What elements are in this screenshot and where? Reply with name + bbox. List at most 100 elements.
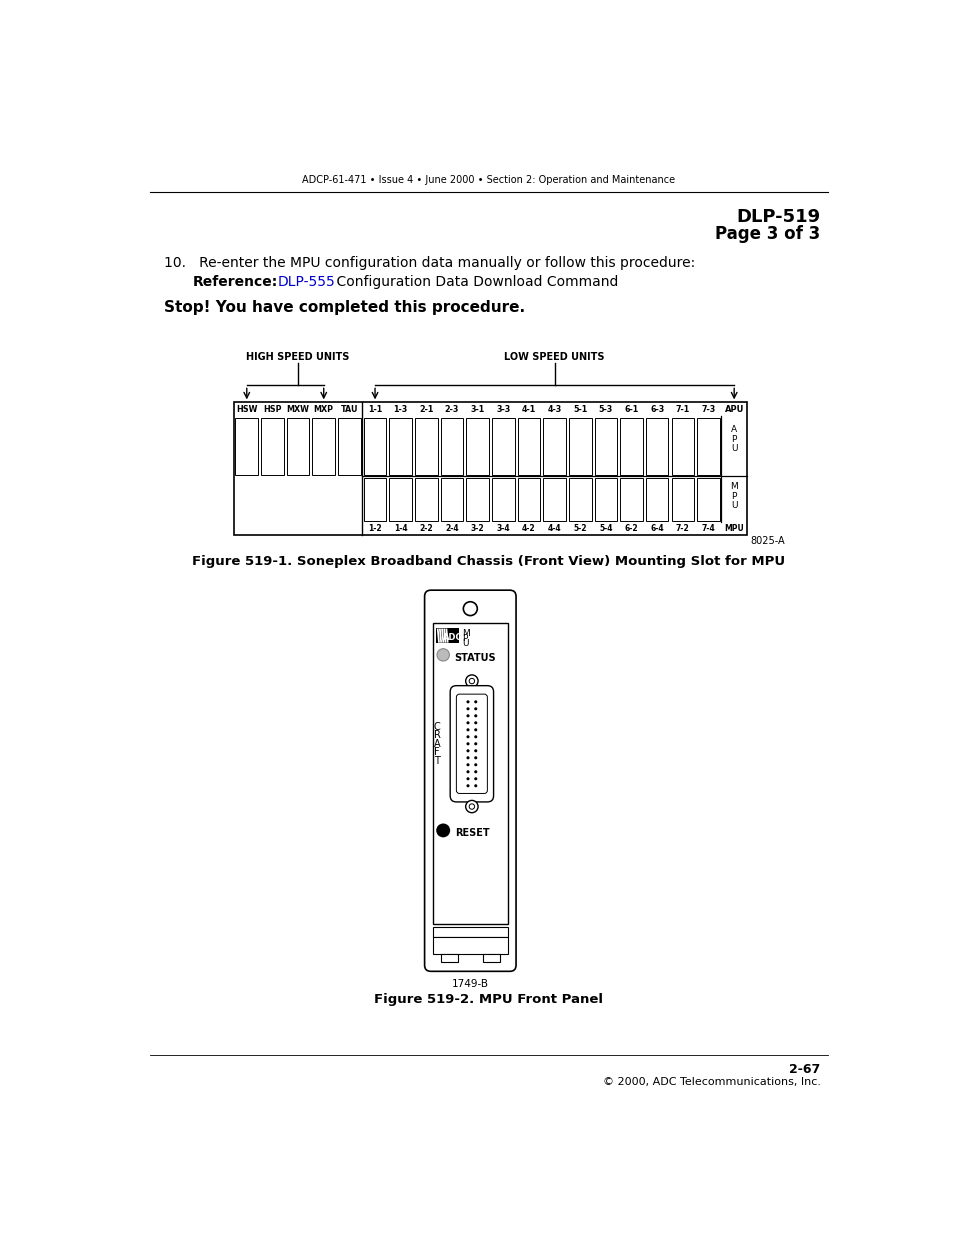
Circle shape xyxy=(466,750,469,752)
Circle shape xyxy=(465,800,477,813)
Text: 2-2: 2-2 xyxy=(419,524,433,534)
Text: A: A xyxy=(434,739,440,748)
Text: 5-1: 5-1 xyxy=(573,405,587,414)
Bar xyxy=(671,417,694,474)
FancyBboxPatch shape xyxy=(424,590,516,972)
Text: MXP: MXP xyxy=(314,405,334,414)
Text: 4-2: 4-2 xyxy=(521,524,536,534)
Circle shape xyxy=(474,721,476,725)
Circle shape xyxy=(474,750,476,752)
Text: 8025-A: 8025-A xyxy=(749,536,784,546)
Bar xyxy=(492,478,514,521)
Circle shape xyxy=(469,804,474,809)
Text: ADCP-61-471 • Issue 4 • June 2000 • Section 2: Operation and Maintenance: ADCP-61-471 • Issue 4 • June 2000 • Sect… xyxy=(302,175,675,185)
Circle shape xyxy=(469,678,474,684)
Text: STATUS: STATUS xyxy=(454,653,496,663)
Bar xyxy=(594,417,617,474)
Text: DLP-555: DLP-555 xyxy=(278,275,335,289)
Circle shape xyxy=(474,729,476,731)
Bar xyxy=(415,417,437,474)
Text: P: P xyxy=(731,492,736,500)
Text: 6-2: 6-2 xyxy=(624,524,638,534)
Circle shape xyxy=(474,742,476,746)
Text: RESET: RESET xyxy=(456,829,490,839)
Circle shape xyxy=(465,674,477,687)
Text: 1-1: 1-1 xyxy=(368,405,382,414)
Text: 2-4: 2-4 xyxy=(445,524,458,534)
Circle shape xyxy=(466,708,469,710)
Text: M: M xyxy=(461,629,469,637)
Bar xyxy=(337,417,360,474)
Bar xyxy=(433,927,507,936)
Text: HSP: HSP xyxy=(263,405,281,414)
Circle shape xyxy=(474,763,476,766)
Text: 3-1: 3-1 xyxy=(470,405,484,414)
FancyBboxPatch shape xyxy=(456,694,487,793)
Bar xyxy=(261,417,283,474)
Bar xyxy=(440,478,463,521)
Text: ADC: ADC xyxy=(443,632,462,642)
Bar xyxy=(619,478,642,521)
Text: U: U xyxy=(461,640,468,648)
Text: LOW SPEED UNITS: LOW SPEED UNITS xyxy=(504,352,604,362)
Bar xyxy=(697,478,720,521)
Bar xyxy=(543,417,565,474)
Text: T: T xyxy=(434,756,439,766)
Text: HSW: HSW xyxy=(235,405,257,414)
Circle shape xyxy=(466,721,469,725)
Text: R: R xyxy=(433,730,440,740)
Circle shape xyxy=(474,771,476,773)
Bar xyxy=(440,955,457,962)
Text: Configuration Data Download Command: Configuration Data Download Command xyxy=(319,275,618,289)
Circle shape xyxy=(466,735,469,739)
Text: 7-1: 7-1 xyxy=(675,405,689,414)
Bar xyxy=(517,417,539,474)
Text: © 2000, ADC Telecommunications, Inc.: © 2000, ADC Telecommunications, Inc. xyxy=(602,1077,820,1087)
Text: 10.   Re-enter the MPU configuration data manually or follow this procedure:: 10. Re-enter the MPU configuration data … xyxy=(164,256,695,270)
FancyBboxPatch shape xyxy=(450,685,493,802)
Text: C: C xyxy=(434,721,440,732)
Circle shape xyxy=(466,729,469,731)
Text: U: U xyxy=(730,443,737,453)
Bar xyxy=(492,417,514,474)
Bar xyxy=(363,417,386,474)
Bar xyxy=(645,478,668,521)
Text: DLP-519: DLP-519 xyxy=(736,209,820,226)
Bar xyxy=(287,417,309,474)
Circle shape xyxy=(474,735,476,739)
Text: 3-4: 3-4 xyxy=(496,524,510,534)
Text: 7-2: 7-2 xyxy=(676,524,689,534)
Text: APU: APU xyxy=(723,405,743,414)
Text: MXW: MXW xyxy=(286,405,310,414)
Bar xyxy=(568,417,591,474)
Circle shape xyxy=(474,700,476,704)
Bar xyxy=(517,478,539,521)
Text: 6-1: 6-1 xyxy=(624,405,638,414)
Bar xyxy=(619,417,642,474)
Text: 5-3: 5-3 xyxy=(598,405,613,414)
Text: 2-67: 2-67 xyxy=(788,1063,820,1076)
Text: F: F xyxy=(434,747,439,757)
Circle shape xyxy=(436,824,450,837)
Bar xyxy=(313,417,335,474)
Text: 1-2: 1-2 xyxy=(368,524,381,534)
Bar xyxy=(466,417,489,474)
Text: A: A xyxy=(730,425,737,435)
Text: 3-3: 3-3 xyxy=(496,405,510,414)
Bar xyxy=(363,478,386,521)
Text: 1-3: 1-3 xyxy=(394,405,407,414)
Text: P: P xyxy=(731,435,736,443)
Circle shape xyxy=(466,714,469,718)
Text: 4-1: 4-1 xyxy=(521,405,536,414)
Text: 5-4: 5-4 xyxy=(598,524,612,534)
Text: Figure 519-2. MPU Front Panel: Figure 519-2. MPU Front Panel xyxy=(374,993,603,1005)
Circle shape xyxy=(466,756,469,760)
Text: TAU: TAU xyxy=(340,405,357,414)
Text: MPU: MPU xyxy=(723,524,743,534)
Bar xyxy=(645,417,668,474)
Text: Stop! You have completed this procedure.: Stop! You have completed this procedure. xyxy=(164,300,525,315)
Bar xyxy=(436,627,459,643)
Bar xyxy=(235,417,257,474)
Bar xyxy=(568,478,591,521)
Text: 2-1: 2-1 xyxy=(418,405,433,414)
